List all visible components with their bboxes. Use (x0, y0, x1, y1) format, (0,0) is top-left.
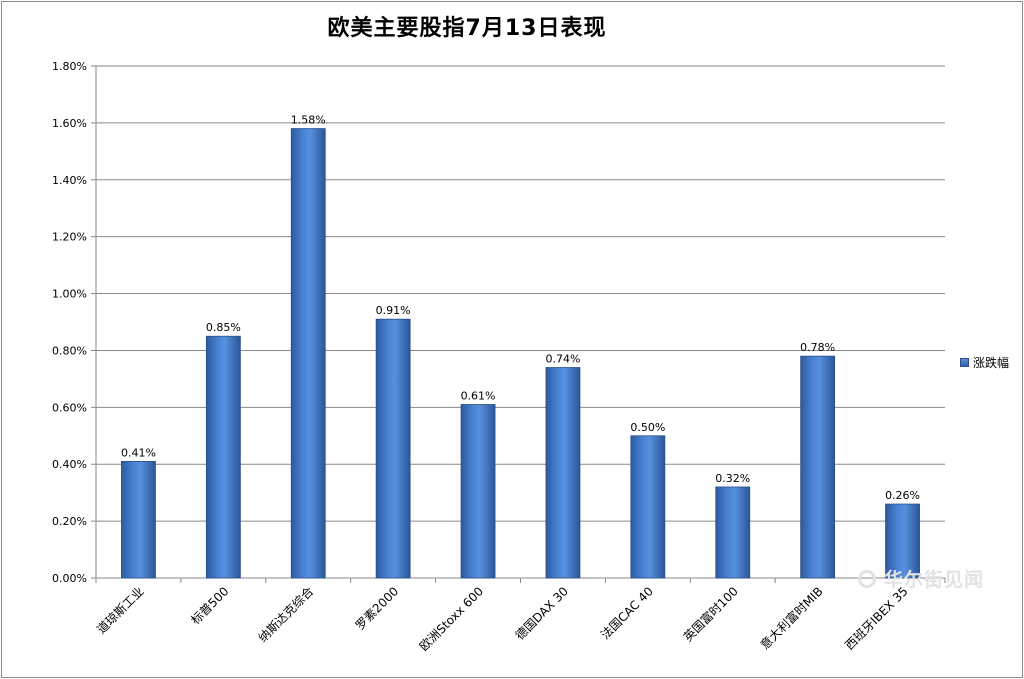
bar (885, 503, 920, 579)
data-label: 0.85% (206, 321, 241, 334)
y-tick-label: 1.20% (52, 231, 87, 244)
data-label: 1.58% (291, 114, 326, 127)
category-label: 西班牙IBEX 35 (842, 584, 910, 652)
data-label: 0.50% (630, 421, 665, 434)
category-label: 德国DAX 30 (512, 584, 571, 643)
y-tick-label: 1.60% (52, 117, 87, 130)
data-label: 0.61% (461, 389, 496, 402)
category-label: 纳斯达克综合 (255, 584, 317, 646)
y-tick-label: 0.20% (52, 515, 87, 528)
y-tick-labels: 0.00% 0.20% 0.40% 0.60% 0.80% 1.00% 1.20% 1.40%… (52, 60, 87, 585)
bar (121, 460, 156, 579)
bar (630, 435, 666, 579)
y-tick-label: 0.80% (52, 344, 87, 357)
y-tick-label: 0.60% (52, 401, 87, 414)
bar (290, 128, 326, 579)
bar (715, 486, 751, 579)
category-label: 法国CAC 40 (598, 584, 656, 642)
watermark: 华尔街见闻 (858, 565, 984, 592)
legend-label: 涨跌幅 (973, 356, 1010, 370)
category-label: 欧洲Stoxx 600 (417, 584, 486, 653)
data-label: 0.74% (545, 353, 580, 366)
data-label: 0.78% (800, 341, 835, 354)
y-tick-label: 1.00% (52, 288, 87, 301)
category-label: 标普500 (188, 584, 231, 627)
bar (800, 355, 836, 579)
y-tick-label: 1.40% (52, 174, 87, 187)
y-tick-label: 0.00% (52, 572, 87, 585)
bar (460, 404, 496, 579)
legend-swatch (960, 358, 969, 367)
chart-title: 欧美主要股指7月13日表现 (327, 16, 607, 41)
data-label: 0.32% (715, 472, 750, 485)
legend: 涨跌幅 (960, 354, 1009, 371)
bar (545, 367, 581, 579)
bar (205, 335, 241, 579)
data-labels: 0.41% 0.85% 1.58% 0.91% 0.61% 0.74% 0.50% 0.32%… (121, 114, 920, 502)
category-label: 道琼斯工业 (94, 584, 147, 637)
category-label: 意大利富时MIB (757, 584, 826, 653)
data-label: 0.26% (885, 489, 920, 502)
x-tick-labels: 道琼斯工业 标普500 纳斯达克综合 罗素2000 欧洲Stoxx 600 德国DAX 3… (94, 584, 911, 654)
data-label: 0.41% (121, 446, 156, 459)
watermark-text: 华尔街见闻 (884, 569, 985, 591)
category-label: 英国富时100 (680, 584, 741, 645)
y-tick-label: 0.40% (52, 458, 87, 471)
watermark-logo-icon (858, 569, 876, 588)
bars (121, 128, 920, 579)
data-label: 0.91% (376, 304, 411, 317)
category-label: 罗素2000 (353, 584, 401, 632)
bar (375, 318, 411, 579)
y-tick-label: 1.80% (52, 60, 87, 73)
